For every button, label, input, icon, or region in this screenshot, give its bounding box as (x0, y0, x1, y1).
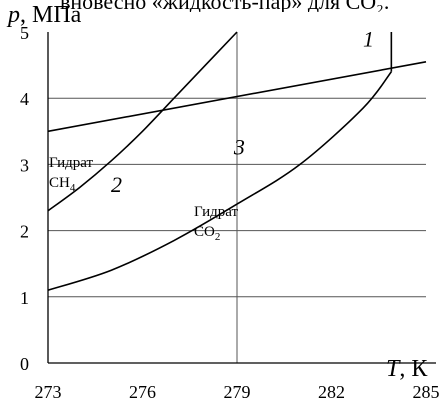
annotations: 1 2 3 p, МПа T, К Гидрат CH4 Гидрат CO2 (6, 2, 428, 382)
hydrate-label: Гидрат (194, 204, 239, 220)
y-tick-label: 0 (20, 354, 29, 374)
series-label-1: 1 (363, 27, 374, 52)
grid (48, 32, 426, 363)
y-axis-label: p, МПа (6, 2, 82, 28)
header-text: вновесно «жидкость-пар» для CO₂. (60, 0, 443, 12)
series-line-2 (47, 31, 238, 212)
series-label-3: 3 (233, 134, 245, 159)
x-tick-label: 276 (129, 382, 156, 402)
y-tick-label: 5 (20, 23, 29, 43)
x-tick-label: 279 (224, 382, 251, 402)
curves (47, 31, 427, 291)
x-tick-label: 285 (413, 382, 440, 402)
hydrate-formula: CO2 (194, 224, 220, 243)
series-line-3 (47, 71, 392, 291)
y-tick-label: 1 (20, 288, 29, 308)
axes (47, 32, 436, 364)
hydrate-label: Гидрат (49, 155, 94, 171)
y-tick-label: 2 (20, 222, 29, 242)
x-tick-label: 273 (35, 382, 62, 402)
x-tick-label: 282 (318, 382, 345, 402)
x-axis-label: T, К (386, 356, 428, 382)
series-line-1 (47, 61, 427, 133)
y-tick-label: 4 (20, 89, 29, 109)
tick-labels: 0 1 2 3 4 5 273 276 279 282 285 (20, 23, 440, 402)
y-tick-label: 3 (20, 155, 29, 175)
hydrate-formula: CH4 (49, 175, 76, 194)
series-label-2: 2 (111, 172, 122, 197)
